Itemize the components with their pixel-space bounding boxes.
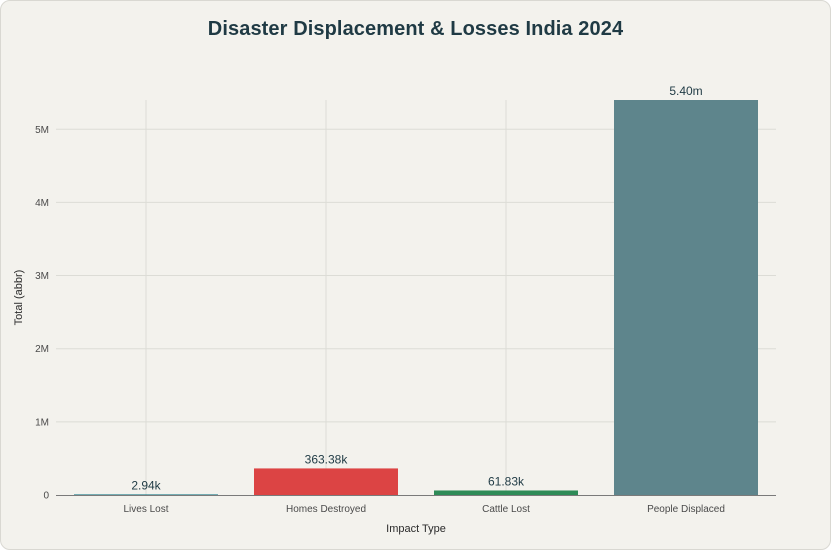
bar-homes-destroyed[interactable] [254, 468, 398, 495]
y-tick-labels: 0 1M 2M 3M 4M 5M [35, 125, 49, 502]
y-tick-label: 4M [35, 198, 49, 209]
y-tick-label: 1M [35, 417, 49, 428]
bars [74, 100, 758, 495]
x-tick-label: People Displaced [647, 504, 725, 515]
bar-lives-lost[interactable] [74, 494, 218, 495]
data-label: 363.38k [305, 452, 349, 466]
y-tick-label: 3M [35, 271, 49, 282]
x-axis-title: Impact Type [386, 523, 446, 535]
x-tick-labels: Lives Lost Homes Destroyed Cattle Lost Peop… [123, 504, 724, 515]
bar-people-displaced[interactable] [614, 100, 758, 495]
y-axis-title: Total (abbr) [13, 270, 25, 326]
y-tick-label: 0 [43, 491, 49, 502]
bar-cattle-lost[interactable] [434, 490, 578, 495]
x-tick-label: Lives Lost [123, 504, 168, 515]
x-tick-label: Cattle Lost [482, 504, 530, 515]
data-labels: 2.94k 363.38k 61.83k 5.40m [131, 84, 702, 492]
y-tick-label: 2M [35, 344, 49, 355]
chart-title: Disaster Displacement & Losses India 202… [207, 18, 624, 40]
data-label: 61.83k [488, 474, 525, 488]
data-label: 5.40m [669, 84, 702, 98]
y-tick-label: 5M [35, 125, 49, 136]
x-tick-label: Homes Destroyed [286, 504, 366, 515]
data-label: 2.94k [131, 478, 161, 492]
